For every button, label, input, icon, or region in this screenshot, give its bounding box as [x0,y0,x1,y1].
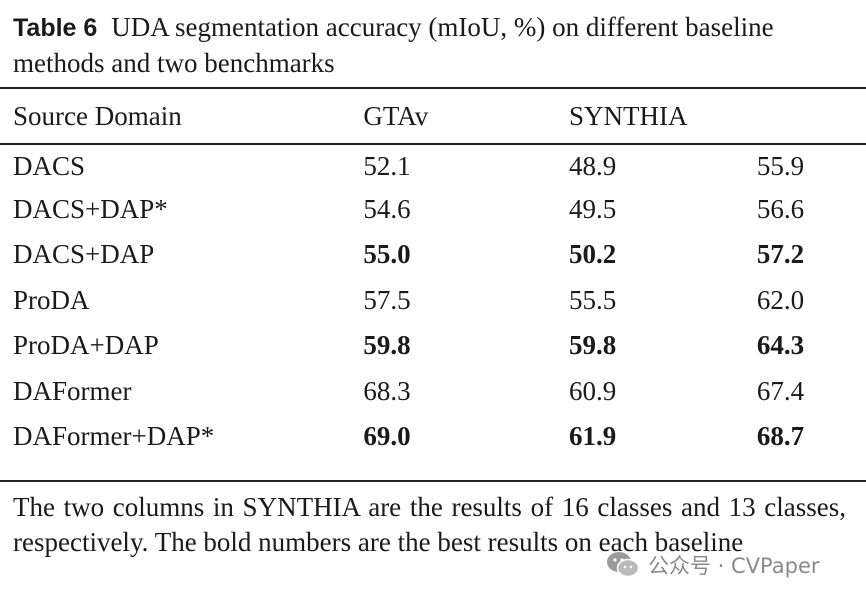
table-row: DAFormer 68.3 60.9 67.4 [0,369,866,415]
method-name: ProDA [13,284,90,315]
score-cell: 50.2 [569,239,617,270]
header-row: Source Domain GTAv SYNTHIA [0,91,866,141]
score-cell: 48.9 [569,151,617,182]
score-cell: 59.8 [569,330,617,361]
top-rule [0,87,866,89]
header-synthia-13 [757,91,866,141]
method-name: DACS+DAP [13,239,155,270]
score-cell: 61.9 [569,421,617,452]
method-name: DAFormer [13,375,132,406]
table-row: ProDA 57.5 55.5 62.0 [0,278,866,324]
method-name: DACS [13,151,86,182]
header-source-domain: Source Domain [13,100,182,131]
table-caption: Table 6 UDA segmentation accuracy (mIoU, … [13,10,853,81]
score-cell: 68.7 [756,421,805,452]
table-row: DACS 52.1 48.9 55.9 [0,141,866,187]
method-name: DACS+DAP* [13,193,168,224]
score-cell: 57.5 [363,284,411,315]
score-cell: 67.4 [756,375,805,406]
score-cell: 49.5 [569,193,617,224]
table-row: DACS+DAP* 54.6 49.5 56.6 [0,187,866,233]
method-name: ProDA+DAP [13,330,159,361]
table-row: DAFormer+DAP* 69.0 61.9 68.7 [0,414,866,460]
score-cell: 60.9 [569,375,617,406]
score-cell: 57.2 [756,239,805,270]
score-cell: 55.9 [756,151,805,182]
header-synthia: SYNTHIA [569,100,688,131]
header-gtav: GTAv [363,100,429,131]
table-footnote: The two columns in SYNTHIA are the resul… [13,492,846,557]
score-cell: 54.6 [363,193,411,224]
score-cell: 59.8 [363,330,411,361]
watermark-text: 公众号 · CVPaper [648,554,820,578]
score-cell: 64.3 [756,330,805,361]
table-body: DACS 52.1 48.9 55.9 DACS+DAP* 54.6 49.5 56.6 DAC… [0,141,866,460]
score-cell: 69.0 [363,421,411,452]
results-table: Source Domain GTAv SYNTHIA DACS 52.1 48.9 5… [0,91,866,460]
score-cell: 55.5 [569,284,617,315]
watermark: 公众号 · CVPaper [606,548,820,582]
table-label: Table 6 [13,14,98,42]
table-caption-text: UDA segmentation accuracy (mIoU, %) on d… [13,12,774,78]
score-cell: 62.0 [756,284,805,315]
wechat-icon [607,552,640,578]
header-rule [0,143,866,145]
score-cell: 55.0 [363,239,411,270]
table-row: DACS+DAP 55.0 50.2 57.2 [0,232,866,278]
score-cell: 56.6 [756,193,805,224]
table-row: ProDA+DAP 59.8 59.8 64.3 [0,323,866,369]
method-name: DAFormer+DAP* [13,421,215,452]
score-cell: 68.3 [363,375,411,406]
score-cell: 52.1 [363,151,411,182]
bottom-rule [0,480,866,482]
